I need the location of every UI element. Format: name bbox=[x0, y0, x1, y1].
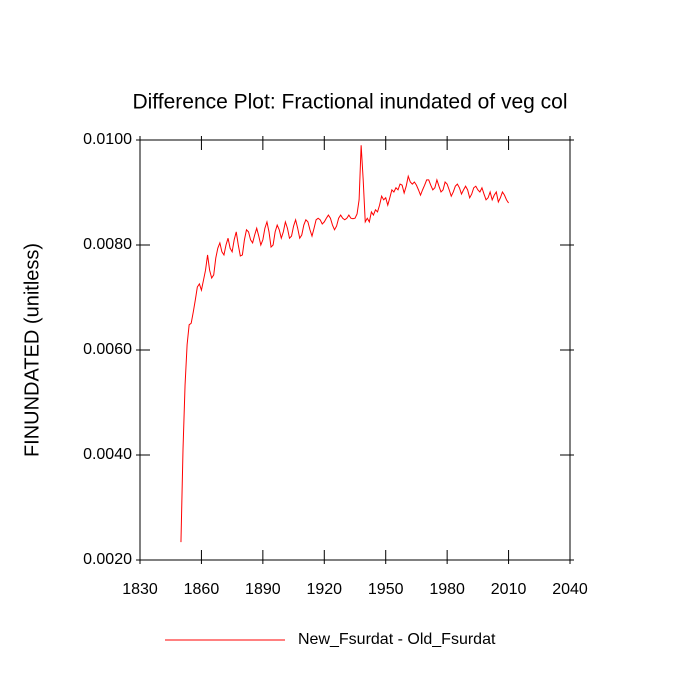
x-tick-label: 2040 bbox=[552, 581, 588, 598]
x-tick-label: 1980 bbox=[429, 581, 465, 598]
x-tick-label: 1890 bbox=[245, 581, 281, 598]
x-tick-label: 2010 bbox=[491, 581, 527, 598]
chart-title: Difference Plot: Fractional inundated of… bbox=[132, 91, 567, 114]
legend-label: New_Fsurdat - Old_Fsurdat bbox=[298, 631, 496, 648]
x-tick-label: 1950 bbox=[368, 581, 404, 598]
x-tick-label: 1920 bbox=[306, 581, 342, 598]
y-tick-label: 0.0080 bbox=[83, 236, 132, 253]
data-line bbox=[180, 145, 509, 543]
y-tick-label: 0.0060 bbox=[83, 341, 132, 358]
y-tick-label: 0.0100 bbox=[83, 131, 132, 148]
plot-frame bbox=[139, 139, 571, 561]
y-axis-title: FINUNDATED (unitless) bbox=[21, 243, 43, 457]
x-tick-label: 1830 bbox=[122, 581, 158, 598]
y-tick-label: 0.0040 bbox=[83, 446, 132, 463]
x-tick-label: 1860 bbox=[184, 581, 220, 598]
y-tick-label: 0.0020 bbox=[83, 551, 132, 568]
